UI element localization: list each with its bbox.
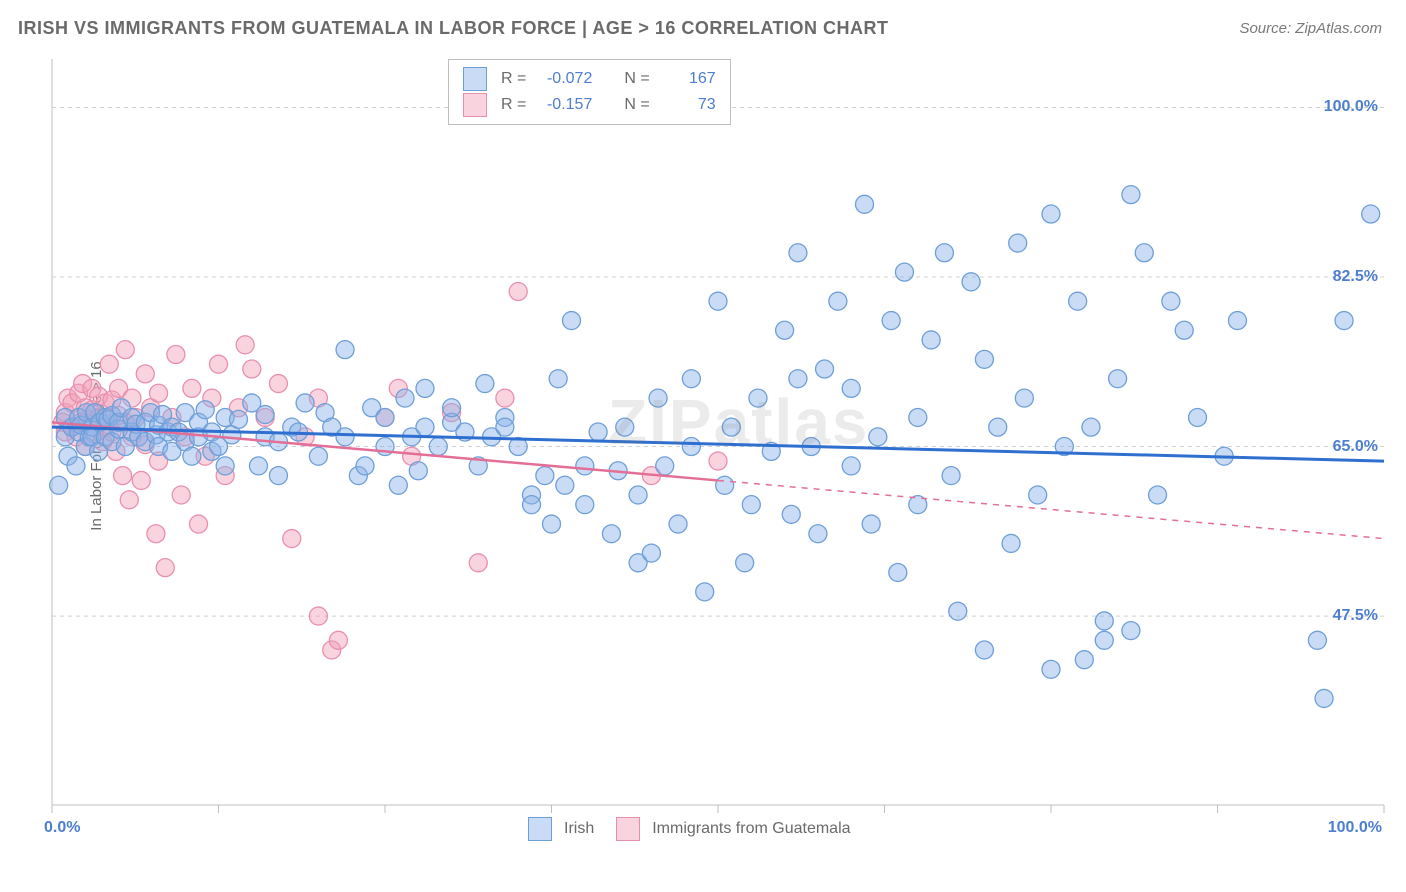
y-tick-label: 82.5%	[1333, 268, 1378, 286]
legend-item-guatemala: Immigrants from Guatemala	[616, 817, 850, 841]
legend-label-guatemala: Immigrants from Guatemala	[652, 820, 850, 838]
swatch-irish	[463, 67, 487, 91]
source-attribution: Source: ZipAtlas.com	[1239, 20, 1382, 37]
legend-item-irish: Irish	[528, 817, 594, 841]
swatch-irish	[528, 817, 552, 841]
series-legend: Irish Immigrants from Guatemala	[528, 817, 851, 841]
chart-title: IRISH VS IMMIGRANTS FROM GUATEMALA IN LA…	[18, 18, 889, 39]
swatch-guatemala	[616, 817, 640, 841]
correlation-legend: R = -0.072 N = 167 R = -0.157 N = 73	[448, 59, 731, 125]
correlation-chart-container: IRISH VS IMMIGRANTS FROM GUATEMALA IN LA…	[0, 0, 1406, 892]
r-label: R =	[501, 70, 526, 88]
x-tick-min: 0.0%	[44, 819, 80, 837]
y-tick-label: 47.5%	[1333, 607, 1378, 625]
n-value-guatemala: 73	[660, 96, 716, 114]
n-label: N =	[624, 96, 649, 114]
plot-area: ZIPatlas 47.5%65.0%82.5%100.0% 0.0% 100.…	[48, 55, 1388, 845]
correlation-row-guatemala: R = -0.157 N = 73	[463, 92, 716, 118]
r-value-irish: -0.072	[536, 70, 592, 88]
n-label: N =	[624, 70, 649, 88]
x-tick-max: 100.0%	[1328, 819, 1382, 837]
correlation-row-irish: R = -0.072 N = 167	[463, 66, 716, 92]
y-tick-label: 65.0%	[1333, 438, 1378, 456]
r-value-guatemala: -0.157	[536, 96, 592, 114]
legend-label-irish: Irish	[564, 820, 594, 838]
chart-svg	[48, 55, 1388, 845]
y-tick-label: 100.0%	[1324, 98, 1378, 116]
n-value-irish: 167	[660, 70, 716, 88]
swatch-guatemala	[463, 93, 487, 117]
r-label: R =	[501, 96, 526, 114]
